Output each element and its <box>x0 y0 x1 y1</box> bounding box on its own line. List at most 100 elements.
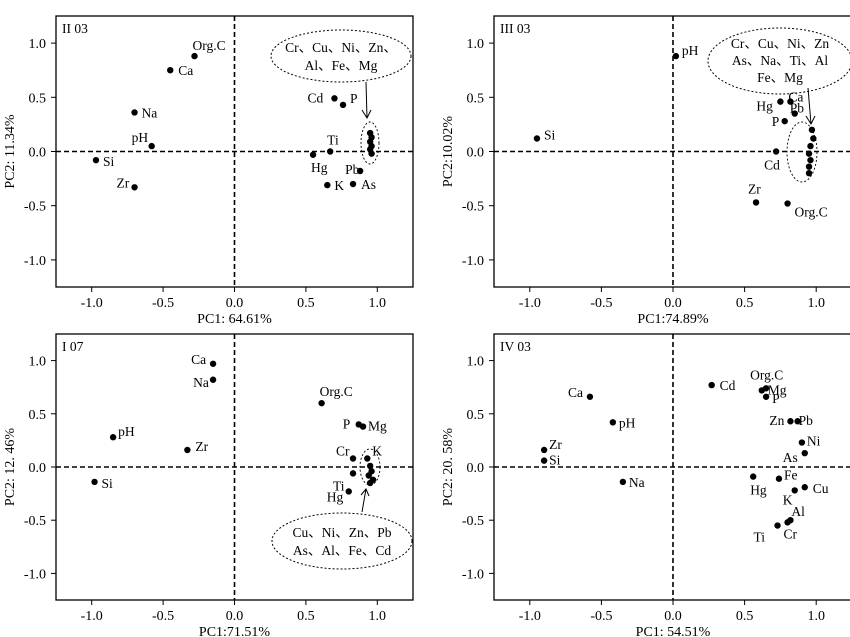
point-label: P <box>772 391 780 406</box>
y-tick-label: -1.0 <box>462 254 484 269</box>
y-axis-label: PC2: 20. 58% <box>441 428 456 507</box>
callout-arrow <box>805 87 816 126</box>
data-point <box>777 98 784 105</box>
data-point <box>787 418 794 425</box>
y-tick-label: 1.0 <box>29 37 47 52</box>
point-label: Cu <box>813 481 829 496</box>
point-label: P <box>343 416 351 431</box>
point-label: Zr <box>117 175 130 190</box>
point-label: Ca <box>191 352 206 367</box>
point-label: Na <box>629 475 645 490</box>
data-point <box>708 381 715 389</box>
y-tick-label: -1.0 <box>462 567 484 582</box>
data-point <box>672 52 680 60</box>
data-point <box>533 135 541 142</box>
x-tick-label: 0.5 <box>297 609 315 624</box>
point-label: Si <box>544 127 556 142</box>
point-label: Zr <box>195 439 208 454</box>
data-point <box>309 151 317 158</box>
panel-title: IV 03 <box>500 339 531 354</box>
y-tick-label: -1.0 <box>24 567 46 582</box>
x-axis-label: PC1:71.51% <box>199 625 271 637</box>
data-point <box>184 446 191 454</box>
data-point <box>331 95 338 102</box>
data-point <box>356 167 364 175</box>
x-tick-label: 0.0 <box>664 296 682 311</box>
data-point <box>359 423 367 430</box>
group-ellipse <box>707 27 850 95</box>
group-label-line: Cr、Cu、Ni、Zn、 <box>285 40 397 55</box>
panel-title: III 03 <box>500 21 531 36</box>
x-tick-label: -1.0 <box>81 609 103 624</box>
data-point <box>339 101 347 109</box>
data-point <box>791 487 798 494</box>
point-label: Cr <box>336 443 350 458</box>
group-ellipse <box>271 512 413 570</box>
data-point <box>807 156 814 164</box>
point-label: pH <box>118 424 135 439</box>
point-label: Mg <box>368 419 387 434</box>
data-point <box>91 478 98 486</box>
y-tick-label: -0.5 <box>462 200 484 215</box>
data-point <box>586 393 594 400</box>
data-point <box>349 455 357 462</box>
point-label: P <box>772 114 780 129</box>
point-label: Ni <box>807 434 821 449</box>
y-axis-label: PC2:10.02% <box>441 116 456 188</box>
scatter-panel-1: -1.0 -1.0 -0.5 -0.5 0.0 0.0 0.5 0.5 1.0 1.0 PC1: 6… <box>3 15 414 327</box>
point-label: As <box>361 177 376 192</box>
point-label: Al <box>791 504 805 519</box>
group-label-line: Al、Fe、Mg <box>305 58 378 73</box>
y-tick-label: 0.5 <box>467 91 485 106</box>
point-label: pH <box>132 130 149 145</box>
data-point <box>131 184 138 191</box>
y-tick-label: 0.5 <box>29 408 47 423</box>
point-label: Hg <box>756 99 773 114</box>
point-label: Zr <box>748 181 761 196</box>
data-point <box>791 110 798 117</box>
x-tick-label: 0.0 <box>226 609 244 624</box>
point-label: Cd <box>764 158 780 173</box>
point-label: Pb <box>799 413 814 428</box>
point-label: Hg <box>750 483 767 498</box>
point-label: Org.C <box>795 205 828 220</box>
scatter-panel-3: -1.0 -1.0 -0.5 -0.5 0.0 0.0 0.5 0.5 1.0 1.0 PC1:71… <box>3 333 414 637</box>
x-tick-label: 0.5 <box>736 609 754 624</box>
data-point <box>752 199 760 206</box>
data-point <box>209 376 217 383</box>
point-label: Fe <box>784 468 798 483</box>
data-point <box>167 67 174 74</box>
data-point <box>798 439 806 446</box>
y-tick-label: -1.0 <box>24 254 46 269</box>
y-axis-label: PC2: 11.34% <box>3 114 18 188</box>
y-tick-label: -0.5 <box>24 514 46 529</box>
y-tick-label: 1.0 <box>467 355 485 370</box>
point-label: Si <box>549 453 561 468</box>
data-point <box>787 98 794 105</box>
data-point <box>109 434 117 441</box>
data-point <box>805 163 813 170</box>
y-tick-label: 0.0 <box>467 146 485 161</box>
data-point <box>368 150 375 157</box>
panel-title: II 03 <box>62 21 88 36</box>
y-tick-label: 1.0 <box>29 355 47 370</box>
data-point <box>775 475 783 482</box>
group-label-line: As、Na、Ti、Al <box>732 53 829 68</box>
point-label: Cd <box>307 90 323 105</box>
data-point <box>366 462 374 470</box>
x-tick-label: 1.0 <box>369 609 387 624</box>
x-tick-label: -1.0 <box>81 296 103 311</box>
data-point <box>364 455 371 462</box>
point-label: P <box>350 91 358 106</box>
point-label: Hg <box>327 489 344 504</box>
data-point <box>209 360 217 367</box>
point-label: Ca <box>568 385 583 400</box>
point-label: Hg <box>311 160 328 175</box>
x-tick-label: 1.0 <box>807 609 825 624</box>
y-tick-label: 0.5 <box>29 91 47 106</box>
point-label: Org.C <box>320 384 353 399</box>
data-point <box>774 522 781 529</box>
point-label: Na <box>142 105 158 120</box>
x-axis-label: PC1: 54.51% <box>636 625 711 637</box>
data-point <box>808 126 816 134</box>
